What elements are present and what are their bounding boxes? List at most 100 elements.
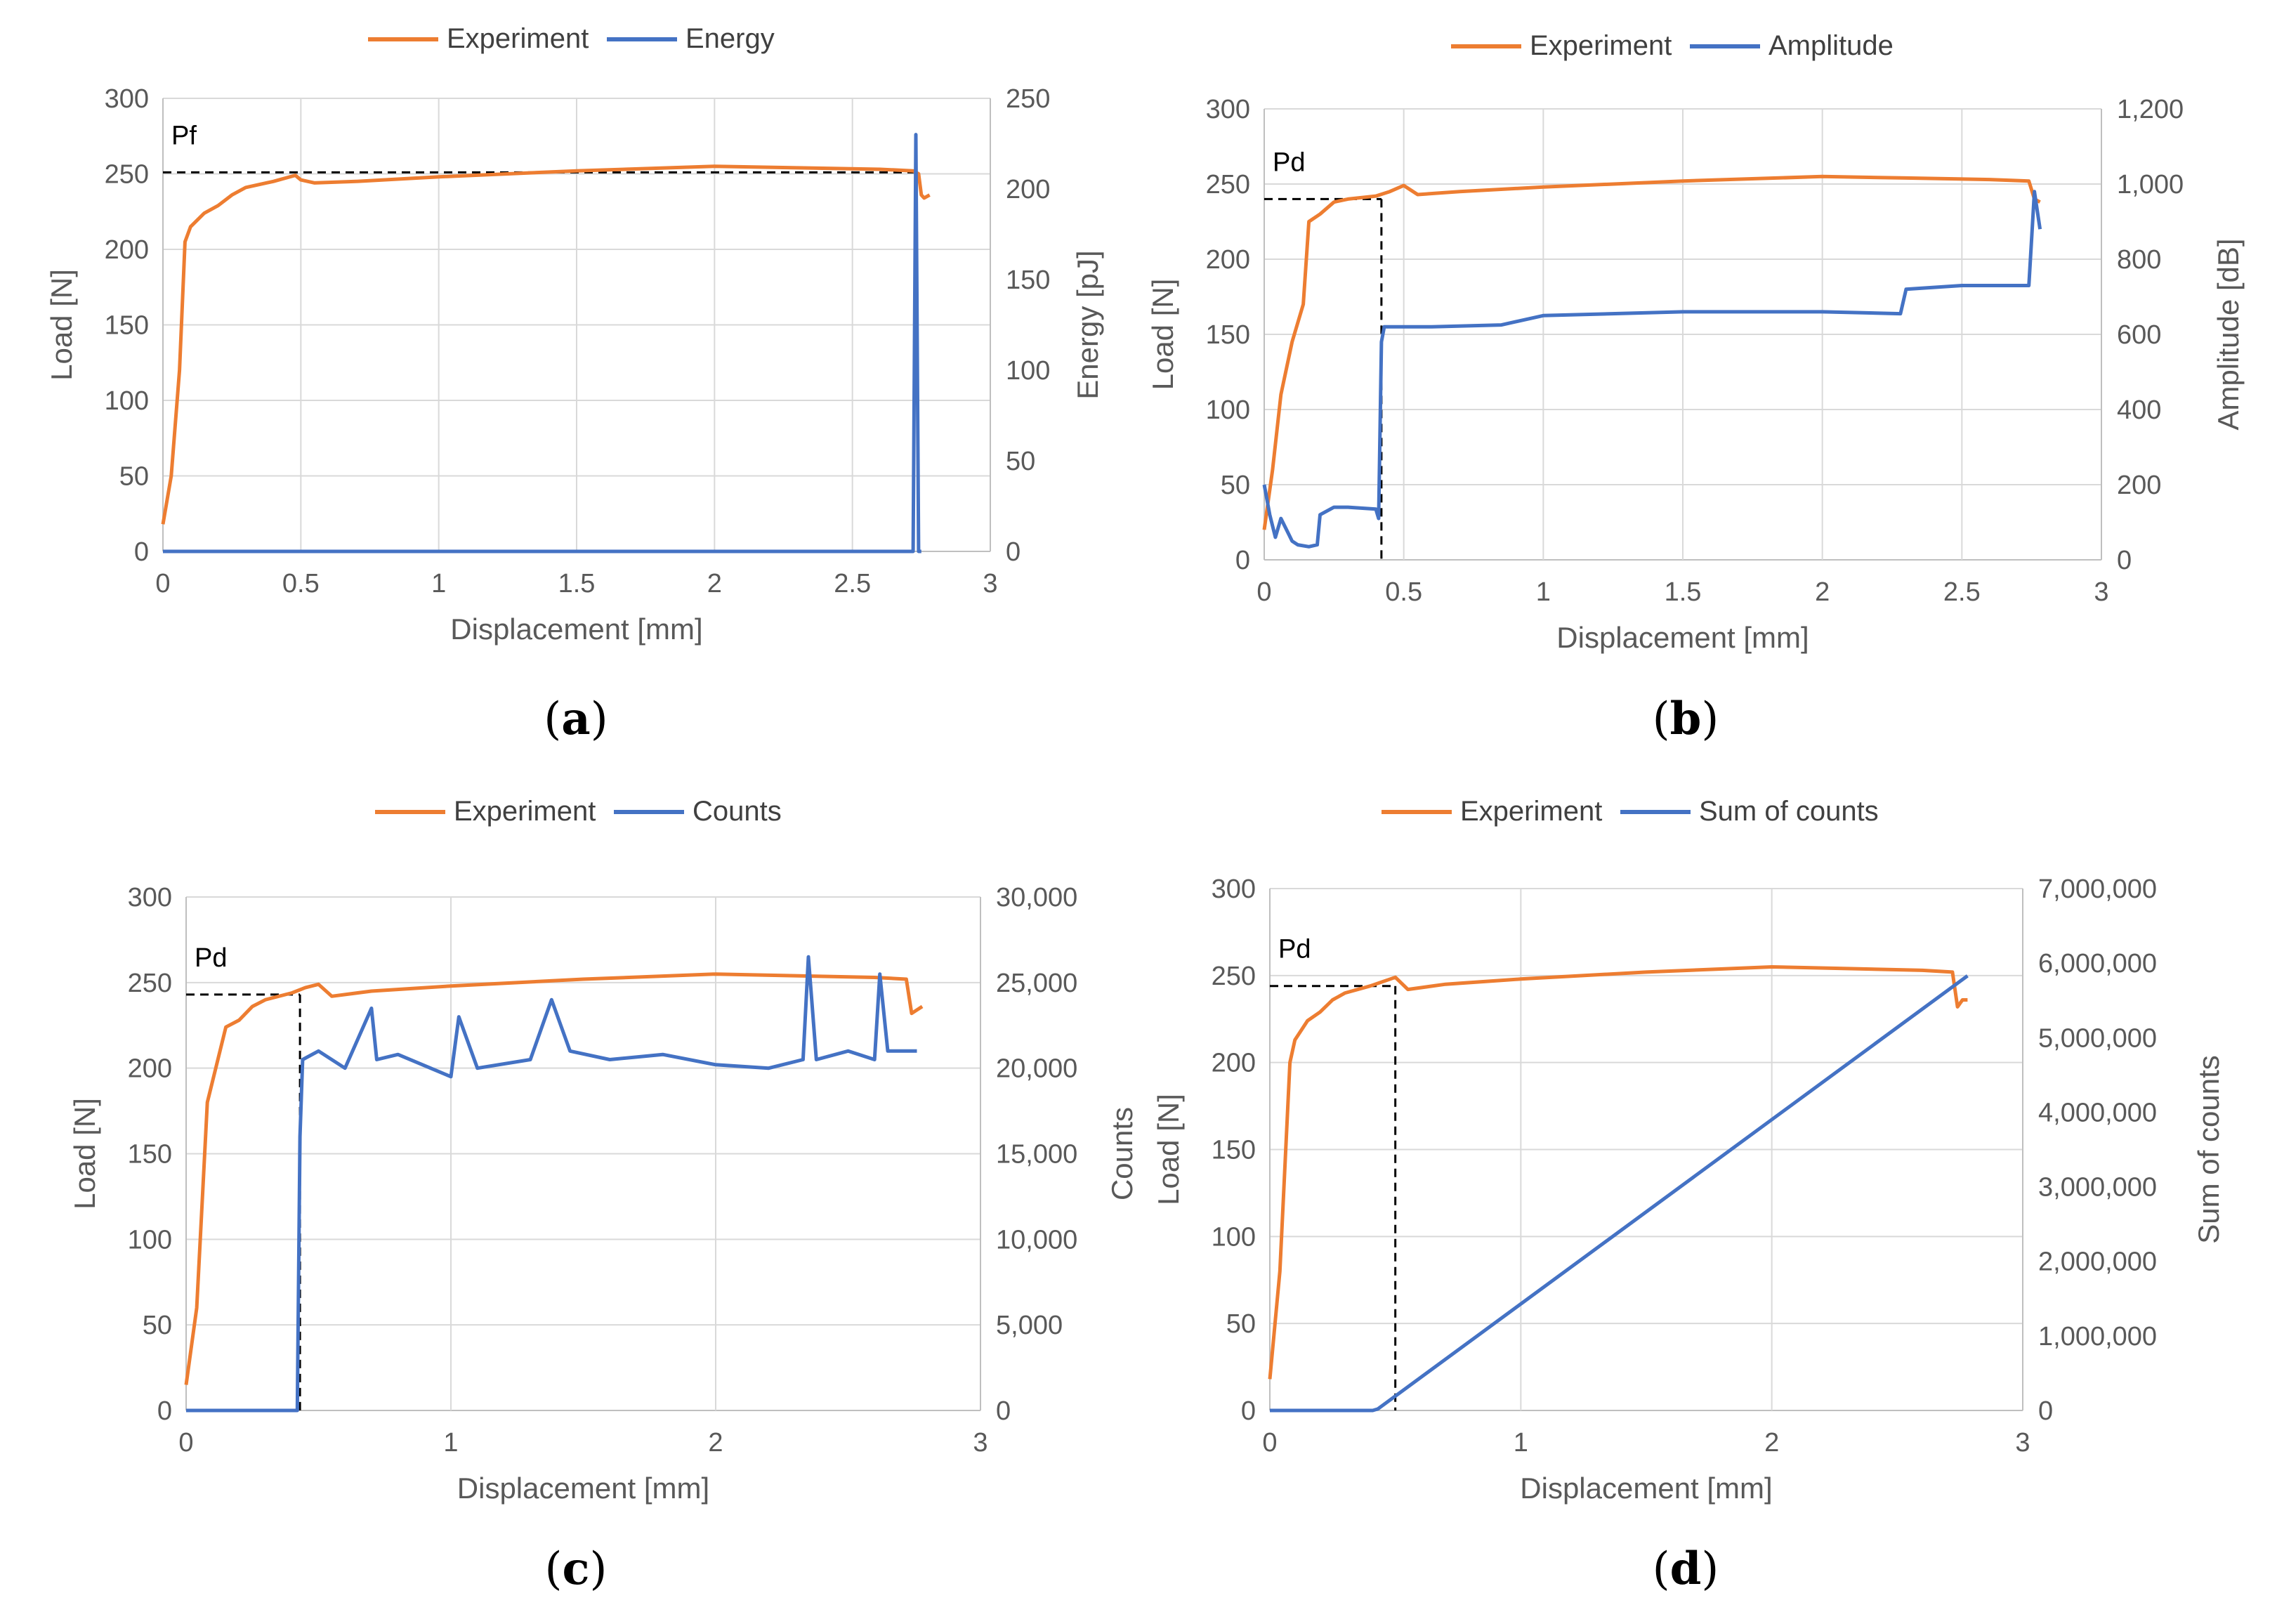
y-tick-label: 100 [128, 1225, 172, 1255]
panel-caption: (a) [544, 693, 608, 745]
y2-tick-label: 30,000 [996, 883, 1077, 912]
y-tick-label: 150 [128, 1140, 172, 1170]
legend-label: Experiment [1530, 30, 1672, 61]
y-tick-label: 0 [1241, 1396, 1256, 1426]
y2-tick-label: 1,000 [2117, 170, 2184, 199]
panel-caption: (d) [1653, 1543, 1719, 1595]
x-tick-label: 1 [443, 1428, 458, 1458]
x-tick-label: 3 [973, 1428, 987, 1458]
y2-tick-label: 50 [1006, 447, 1035, 476]
y2-tick-label: 5,000 [996, 1311, 1063, 1340]
y-tick-label: 100 [105, 386, 149, 416]
x-tick-label: 2 [708, 1428, 723, 1458]
x-axis-title: Displacement [mm] [1520, 1472, 1772, 1505]
annotation-label: Pd [195, 943, 227, 973]
y2-tick-label: 5,000,000 [2038, 1023, 2157, 1053]
y2-axis-title: Energy [pJ] [1071, 250, 1104, 399]
legend: Experiment Counts [375, 796, 782, 827]
legend-label: Sum of counts [1699, 796, 1879, 827]
legend: Experiment Amplitude [1451, 30, 1894, 61]
x-tick-label: 0.5 [282, 569, 320, 598]
y-axis-title: Load [N] [68, 1098, 101, 1210]
y-tick-label: 0 [157, 1396, 172, 1426]
y2-tick-label: 600 [2117, 320, 2161, 350]
y-tick-label: 200 [128, 1054, 172, 1084]
x-tick-label: 0 [1256, 577, 1271, 607]
y-axis-title: Load [N] [1146, 279, 1179, 391]
series-line-energy [163, 133, 922, 554]
x-tick-label: 1.5 [1665, 577, 1702, 607]
y-tick-label: 250 [1206, 170, 1250, 199]
y2-tick-label: 200 [2117, 471, 2161, 500]
x-axis-title: Displacement [mm] [1556, 621, 1809, 654]
y2-axis-title: Amplitude [dB] [2212, 238, 2245, 430]
series-line-experiment [1268, 965, 1968, 1380]
y2-tick-label: 2,000,000 [2038, 1248, 2157, 1277]
panel-caption: (b) [1653, 693, 1719, 745]
y-tick-label: 250 [105, 160, 149, 190]
annotation-label: Pf [171, 121, 197, 150]
series-line-amplitude [1262, 190, 2042, 549]
y-tick-label: 300 [1206, 95, 1250, 124]
x-tick-label: 2 [1815, 577, 1830, 607]
y2-tick-label: 0 [996, 1396, 1011, 1426]
x-tick-label: 3 [2015, 1428, 2030, 1458]
y2-tick-label: 20,000 [996, 1054, 1077, 1084]
y2-tick-label: 0 [2117, 546, 2132, 575]
y-tick-label: 50 [1226, 1309, 1256, 1339]
legend: Experiment Sum of counts [1382, 796, 1879, 827]
y2-tick-label: 150 [1006, 266, 1050, 295]
series-line-experiment [184, 972, 924, 1385]
x-tick-label: 0 [155, 569, 170, 598]
y2-tick-label: 3,000,000 [2038, 1173, 2157, 1203]
y-tick-label: 200 [1206, 245, 1250, 275]
y-tick-label: 250 [128, 969, 172, 998]
y2-axis-title: Counts [1105, 1107, 1138, 1200]
y-axis-title: Load [N] [45, 269, 78, 381]
legend: Experiment Energy [368, 23, 775, 54]
y2-tick-label: 1,200 [2117, 95, 2184, 124]
y-tick-label: 150 [1206, 320, 1250, 350]
x-tick-label: 0 [178, 1428, 193, 1458]
series-line-experiment [1262, 174, 2041, 530]
x-tick-label: 1 [1536, 577, 1551, 607]
y-tick-label: 50 [119, 462, 149, 492]
x-tick-label: 3 [983, 569, 997, 598]
annotation-label: Pd [1278, 935, 1311, 964]
x-tick-label: 2 [1764, 1428, 1779, 1458]
y2-tick-label: 200 [1006, 175, 1050, 204]
series-line-experiment [161, 164, 931, 525]
y-tick-label: 0 [1235, 546, 1250, 575]
panel-caption: (c) [545, 1543, 608, 1595]
y-tick-label: 150 [1212, 1136, 1256, 1165]
y-tick-label: 0 [134, 537, 149, 567]
y-tick-label: 50 [143, 1311, 172, 1340]
y2-tick-label: 0 [2038, 1396, 2053, 1426]
y-tick-label: 200 [105, 235, 149, 265]
y2-tick-label: 10,000 [996, 1225, 1077, 1255]
y2-tick-label: 800 [2117, 245, 2161, 275]
series-line-sum-of-counts [1270, 974, 1969, 1413]
x-axis-title: Displacement [mm] [457, 1472, 709, 1505]
legend-label: Experiment [447, 23, 589, 54]
y2-tick-label: 6,000,000 [2038, 949, 2157, 978]
y2-tick-label: 4,000,000 [2038, 1098, 2157, 1127]
y2-tick-label: 1,000,000 [2038, 1322, 2157, 1351]
y2-tick-label: 400 [2117, 395, 2161, 425]
y-tick-label: 100 [1212, 1222, 1256, 1252]
x-tick-label: 2.5 [834, 569, 871, 598]
x-tick-label: 0.5 [1385, 577, 1422, 607]
legend-label: Energy [685, 23, 775, 54]
y2-axis-title: Sum of counts [2192, 1055, 2225, 1243]
legend-label: Counts [693, 796, 782, 827]
x-axis-title: Displacement [mm] [450, 613, 702, 646]
y-tick-label: 50 [1221, 471, 1250, 500]
y2-tick-label: 0 [1006, 537, 1021, 567]
x-tick-label: 1 [1514, 1428, 1528, 1458]
x-tick-label: 1 [431, 569, 446, 598]
y-tick-label: 300 [128, 883, 172, 912]
